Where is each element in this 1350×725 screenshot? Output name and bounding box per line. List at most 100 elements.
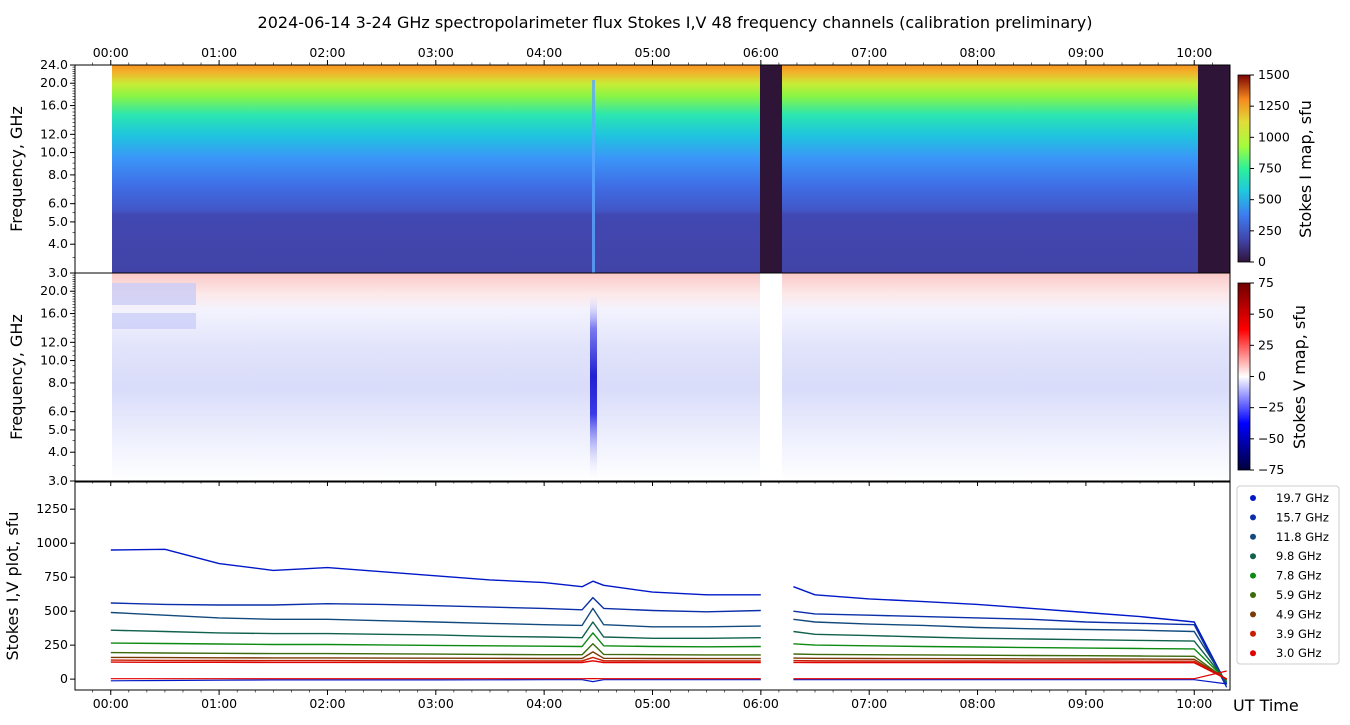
stokes-v-heatmap (112, 273, 1230, 481)
freq-tick-label: 3.0 (48, 265, 68, 280)
freq-tick-label: 16.0 (40, 98, 68, 113)
legend-marker (1250, 592, 1256, 598)
legend-marker (1250, 630, 1256, 637)
bottom-time-ticks: 00:00 01:00 02:00 03:00 04:00 05:00 06:00 07:00… (92, 690, 1213, 711)
freq-tick-label: 6.0 (48, 196, 68, 211)
legend-marker (1250, 533, 1256, 540)
stokes-i-map-panel: Frequency, GHz 3.0 4.0 5.0 6.0 8.0 10.0 12.0 16… (7, 45, 1315, 280)
series-line-3-0-ghz (110, 660, 761, 664)
legend-label: 3.0 GHz (1276, 646, 1322, 660)
plot-y-tick-label: 1000 (36, 535, 68, 550)
time-tick-label: 09:00 (1068, 696, 1104, 711)
time-tick-label: 07:00 (851, 45, 887, 60)
time-tick-label: 08:00 (960, 45, 996, 60)
series-line-v-3-0-ghz (793, 670, 1227, 680)
stokes-v-colorbar-ticks: −75 −50 −25 0 25 50 75 (1250, 275, 1284, 477)
series-line-4-9-ghz (793, 657, 1228, 680)
freq-tick-label: 5.0 (48, 214, 68, 229)
legend-label: 11.8 GHz (1276, 530, 1329, 544)
colorbar-tick-label: 1500 (1258, 67, 1290, 82)
plot-y-tick-label: 1250 (36, 501, 68, 516)
time-tick-label: 03:00 (418, 45, 454, 60)
plot-series (110, 548, 1228, 688)
stokes-v-colorbar-label: Stokes V map, sfu (1290, 305, 1309, 449)
time-tick-label: 04:00 (526, 45, 562, 60)
colorbar-tick-label: 0 (1258, 254, 1266, 269)
freq-tick-label: 4.0 (48, 236, 68, 251)
time-tick-label: 06:00 (743, 45, 779, 60)
plot-y-ticks: 0 250 500 750 1000 1250 (36, 501, 75, 686)
colorbar-tick-label: 1250 (1258, 98, 1290, 113)
time-tick-label: 04:00 (526, 696, 562, 711)
legend-label: 3.9 GHz (1276, 627, 1322, 641)
freq-tick-label: 6.0 (48, 404, 68, 419)
freq-tick-label: 12.0 (40, 334, 68, 349)
time-tick-label: 02:00 (309, 45, 345, 60)
series-line-7-8-ghz (110, 632, 761, 648)
time-tick-label: 01:00 (201, 45, 237, 60)
colorbar-tick-label: 750 (1258, 161, 1282, 176)
legend-marker (1250, 553, 1256, 560)
time-tick-label: 10:00 (1176, 696, 1212, 711)
legend: 19.7 GHz 15.7 GHz 11.8 GHz 9.8 GHz 7.8 GHz 5.… (1236, 485, 1340, 665)
freq-tick-label: 20.0 (40, 75, 68, 90)
freq-tick-label: 3.0 (48, 473, 68, 488)
series-line-v-19-7-ghz (110, 679, 761, 683)
stokes-plot-panel: Stokes I,V plot, sfu 025050075010001250 … (3, 481, 1340, 715)
legend-marker (1250, 650, 1256, 657)
stokes-i-colorbar (1237, 74, 1251, 263)
legend-items: 19.7 GHz 15.7 GHz 11.8 GHz 9.8 GHz 7.8 GHz 5.… (1250, 491, 1329, 660)
figure-title: 2024-06-14 3-24 GHz spectropolarimeter f… (258, 13, 1093, 32)
stokes-v-data-gap (760, 273, 782, 481)
series-line-9-8-ghz (793, 630, 1228, 683)
series-line-3-9-ghz (793, 659, 1228, 680)
stokes-i-data-gap (760, 65, 782, 273)
time-tick-label: 05:00 (634, 696, 670, 711)
series-line-5-9-ghz (793, 653, 1228, 681)
colorbar-tick-label: 50 (1258, 306, 1274, 321)
stokes-v-band-mid (112, 313, 196, 329)
stokes-v-freq-ticks: 3.0 4.0 5.0 6.0 8.0 10.0 12.0 16.0 20.0 (40, 272, 75, 488)
colorbar-tick-label: 1000 (1258, 129, 1290, 144)
series-line-4-9-ghz (110, 651, 761, 660)
time-tick-label: 08:00 (960, 696, 996, 711)
series-line-5-9-ghz (110, 643, 761, 656)
legend-label: 9.8 GHz (1276, 549, 1322, 563)
stokes-i-end-of-day (1198, 65, 1230, 273)
time-tick-label: 03:00 (418, 696, 454, 711)
freq-tick-label: 10.0 (40, 353, 68, 368)
legend-marker (1250, 611, 1256, 618)
plot-y-tick-label: 250 (44, 637, 68, 652)
time-tick-label: 07:00 (851, 696, 887, 711)
series-line-9-8-ghz (110, 621, 761, 639)
legend-marker (1250, 572, 1256, 579)
top-time-ticks: 00:00 01:00 02:00 03:00 04:00 05:00 06:00 07:00… (92, 45, 1213, 65)
colorbar-tick-label: 25 (1258, 337, 1274, 352)
stokes-i-freq-ticks: 3.0 4.0 5.0 6.0 8.0 10.0 12.0 16.0 20.0 24.0 (40, 57, 75, 280)
series-line-v-19-7-ghz (793, 679, 1227, 685)
freq-tick-label: 24.0 (40, 57, 68, 72)
freq-tick-label: 20.0 (40, 283, 68, 298)
plot-y-tick-label: 500 (44, 603, 68, 618)
stokes-i-flare-streak (592, 80, 595, 273)
stokes-v-colorbar (1237, 282, 1251, 471)
stokes-v-flare-spike (590, 290, 597, 481)
stokes-i-heatmap (112, 65, 1230, 273)
series-line-19-7-ghz (793, 586, 1228, 685)
stokes-v-map-panel: Frequency, GHz 3.0 4.0 5.0 6.0 8.0 10.0 12.0 16… (7, 272, 1309, 488)
series-line-15-7-ghz (793, 610, 1228, 688)
colorbar-tick-label: −25 (1258, 400, 1284, 415)
colorbar-tick-label: −50 (1258, 431, 1284, 446)
legend-marker (1250, 514, 1256, 521)
plot-ylabel: Stokes I,V plot, sfu (3, 512, 22, 661)
colorbar-tick-label: −75 (1258, 462, 1284, 477)
legend-label: 19.7 GHz (1276, 491, 1329, 505)
plot-y-tick-label: 0 (60, 671, 68, 686)
time-tick-label: 00:00 (93, 696, 129, 711)
colorbar-tick-label: 500 (1258, 192, 1282, 207)
freq-tick-label: 8.0 (48, 167, 68, 182)
series-line-15-7-ghz (110, 596, 761, 613)
legend-label: 5.9 GHz (1276, 588, 1322, 602)
legend-label: 7.8 GHz (1276, 569, 1322, 583)
